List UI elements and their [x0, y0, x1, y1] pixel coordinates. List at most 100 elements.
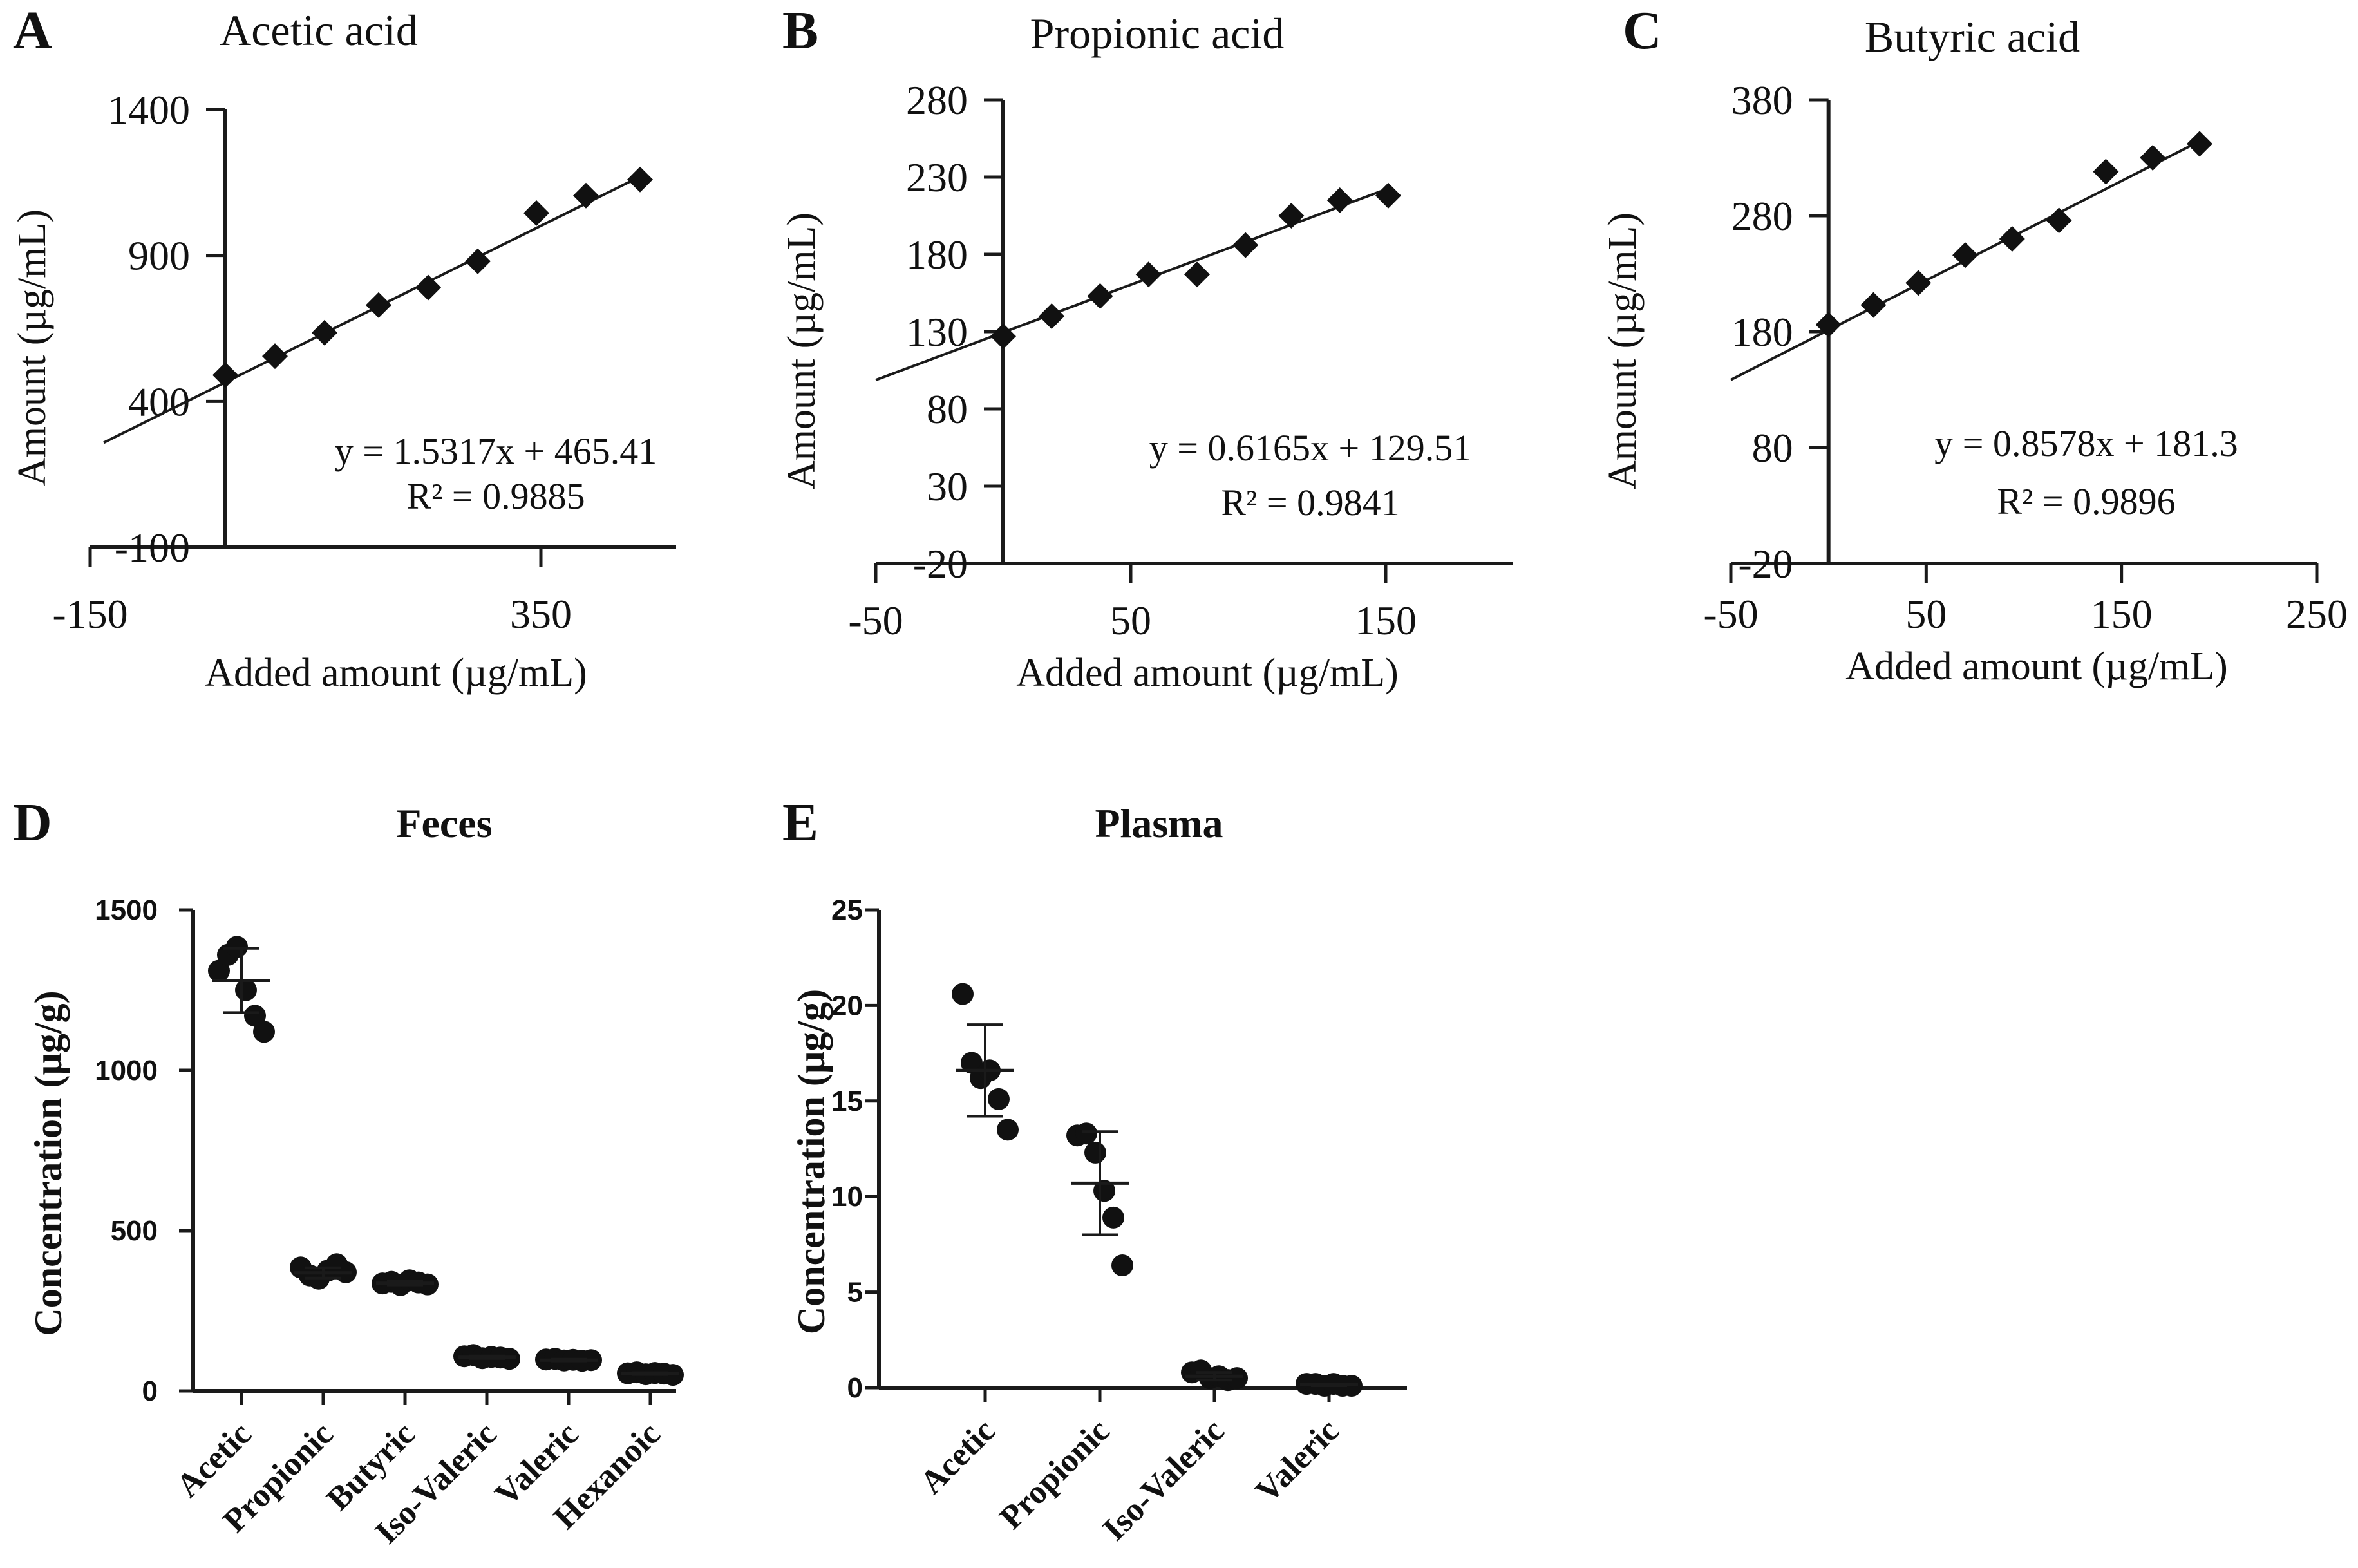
- data-point: [1087, 283, 1113, 309]
- y-tick-label: 180: [906, 232, 968, 278]
- y-axis-label: Amount (µg/mL): [1601, 213, 1645, 489]
- x-tick-label: 250: [2286, 591, 2348, 637]
- y-tick-label: 280: [906, 77, 968, 123]
- r-squared: R² = 0.9841: [1221, 482, 1399, 524]
- data-point: [2187, 131, 2212, 157]
- y-tick-label: 15: [831, 1086, 863, 1117]
- data-point: [997, 1119, 1019, 1141]
- data-point: [573, 182, 599, 209]
- data-point: [1905, 270, 1932, 296]
- data-point: [1184, 261, 1210, 288]
- r-squared: R² = 0.9896: [1997, 480, 2175, 522]
- chart-title: Butyric acid: [1865, 12, 2080, 61]
- panel-e: E Plasma 0 5 10 15 20 25 Concentration (µg/g) Ace…: [782, 793, 1407, 1548]
- data-point: [1075, 1122, 1097, 1145]
- panel-a: A Acetic acid -100 400 900 1400 -150 350 Added a…: [10, 1, 676, 695]
- y-tick-label: 0: [847, 1372, 863, 1404]
- y-tick-label: 20: [831, 990, 863, 1021]
- y-axis-label: Concentration (µg/g): [27, 990, 70, 1336]
- y-tick-label: 1400: [108, 87, 190, 133]
- y-tick-label: 0: [142, 1375, 158, 1407]
- x-tick-label: -50: [1703, 591, 1758, 637]
- data-point: [415, 274, 441, 301]
- data-point: [2046, 207, 2072, 234]
- y-tick-label: 230: [906, 155, 968, 200]
- y-tick-label: 25: [831, 894, 863, 926]
- x-axis-label: Added amount (µg/mL): [205, 651, 587, 695]
- y-axis-label: Concentration (µg/g): [790, 989, 833, 1334]
- data-point: [990, 323, 1016, 350]
- data-point: [1278, 203, 1305, 229]
- x-tick-label: 350: [510, 591, 572, 637]
- y-tick-label: 80: [1752, 425, 1793, 471]
- data-point: [262, 343, 288, 370]
- x-tick-label: -150: [52, 591, 127, 637]
- data-point: [1860, 292, 1887, 318]
- x-tick-label: 50: [1905, 591, 1947, 637]
- y-tick-label: 280: [1731, 193, 1793, 239]
- data-point: [312, 319, 337, 346]
- x-tick-label: 150: [1355, 598, 1417, 643]
- y-tick-label: 1000: [95, 1055, 158, 1086]
- y-tick-label: 500: [111, 1215, 158, 1247]
- chart-title: Acetic acid: [220, 6, 418, 55]
- trend-line: [875, 187, 1389, 382]
- panel-letter: D: [13, 793, 52, 853]
- r-squared: R² = 0.9885: [406, 475, 585, 517]
- y-tick-label: -100: [115, 525, 190, 571]
- figure-marks-layer: A Acetic acid -100 400 900 1400 -150 350 Added a…: [10, 1, 2348, 1551]
- y-tick-label: 30: [927, 464, 968, 509]
- x-axis-label: Added amount (µg/mL): [1845, 645, 2228, 688]
- data-point: [988, 1088, 1010, 1110]
- data-point: [1999, 226, 2025, 252]
- x-tick-label: 150: [2091, 591, 2153, 637]
- data-point: [1952, 242, 1978, 269]
- data-point: [235, 979, 257, 1001]
- panel-letter: E: [782, 793, 818, 853]
- category-label: Iso-Valeric: [1096, 1412, 1232, 1548]
- fit-equation: y = 1.5317x + 465.41: [335, 430, 657, 472]
- y-tick-label: 900: [128, 233, 190, 279]
- data-point: [1135, 261, 1162, 288]
- y-tick-label: 380: [1731, 77, 1793, 123]
- category-label: Propionic: [993, 1412, 1117, 1536]
- y-tick-label: 10: [831, 1181, 863, 1213]
- data-point: [2093, 158, 2119, 185]
- panel-b: B Propionic acid -20 30 80 130 180 230 280 -50 50 1…: [780, 1, 1513, 695]
- chart-title: Feces: [396, 800, 492, 846]
- y-axis-label: Amount (µg/mL): [10, 209, 54, 486]
- data-point: [253, 1021, 275, 1043]
- data-point: [523, 200, 549, 226]
- panel-c: C Butyric acid -20 80 180 280 380 -50 50 150 250 Ad…: [1601, 1, 2348, 688]
- panel-letter: A: [13, 1, 52, 61]
- data-point: [212, 362, 238, 388]
- panel-letter: B: [782, 1, 818, 61]
- data-point: [226, 936, 248, 958]
- data-point: [1375, 182, 1401, 209]
- data-point: [1815, 312, 1842, 338]
- data-point: [1226, 1367, 1248, 1390]
- x-tick-label: -50: [848, 598, 903, 643]
- data-point: [627, 166, 653, 193]
- y-tick-label: 80: [927, 386, 968, 432]
- data-point: [952, 983, 974, 1005]
- y-tick-label: 1500: [95, 894, 158, 926]
- data-point: [366, 292, 391, 318]
- y-axis-label: Amount (µg/mL): [780, 213, 824, 489]
- data-point: [1326, 187, 1353, 213]
- y-tick-label: 5: [847, 1277, 863, 1308]
- y-tick-label: 180: [1731, 309, 1793, 355]
- data-point: [1102, 1206, 1124, 1229]
- x-tick-label: 50: [1110, 598, 1151, 643]
- fit-equation: y = 0.6165x + 129.51: [1149, 427, 1471, 469]
- y-tick-label: 400: [128, 379, 190, 424]
- y-tick-label: 130: [906, 309, 968, 355]
- data-point: [1039, 303, 1065, 329]
- x-axis-label: Added amount (µg/mL): [1016, 651, 1399, 695]
- data-point: [244, 1005, 266, 1027]
- category-label: Acetic: [913, 1412, 1002, 1501]
- category-label: Valeric: [1249, 1412, 1346, 1509]
- data-point: [1111, 1254, 1133, 1277]
